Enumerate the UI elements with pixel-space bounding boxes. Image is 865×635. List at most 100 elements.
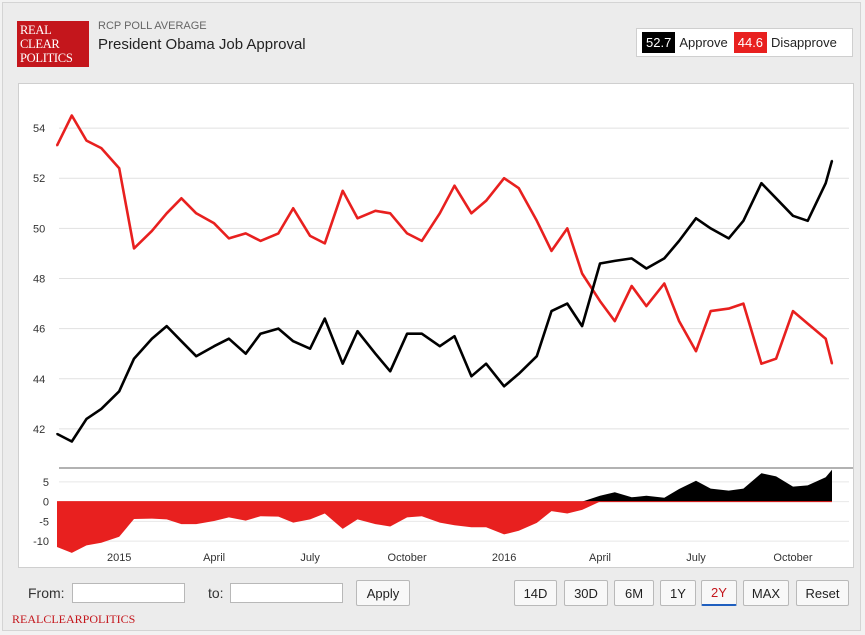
disapprove-point [599, 300, 601, 302]
logo-line-3: POLITICS [20, 51, 73, 65]
approve-point [775, 197, 777, 200]
y-tick-label: 48 [33, 274, 45, 286]
disapprove-point [485, 199, 487, 202]
range-2y-button[interactable]: 2Y [701, 580, 737, 606]
disapprove-point [292, 207, 295, 210]
approve-point [517, 372, 520, 375]
approve-point [228, 337, 230, 340]
spread-positive-area [57, 469, 832, 502]
spread-y-tick-label: -5 [39, 516, 49, 528]
disapprove-point [517, 187, 520, 190]
approve-point [277, 327, 280, 330]
logo-line-2: CLEAR [20, 37, 60, 51]
range-max-button[interactable]: MAX [743, 580, 789, 606]
disapprove-point [85, 139, 88, 142]
approve-point [165, 325, 168, 327]
y-tick-label: 54 [33, 123, 45, 135]
disapprove-point [550, 250, 553, 252]
approve-point [630, 257, 633, 260]
approve-point [213, 345, 216, 348]
approve-point [485, 362, 487, 365]
disapprove-point [277, 232, 280, 235]
disapprove-point [259, 240, 262, 242]
chart-title: President Obama Job Approval [98, 36, 306, 53]
footer-logo: REALCLEARPOLITICS [12, 612, 136, 626]
approve-point [244, 352, 247, 355]
disapprove-point [389, 212, 392, 215]
disapprove-point [323, 242, 326, 245]
disapprove-point [760, 362, 763, 365]
disapprove-point [792, 310, 794, 312]
range-1y-button[interactable]: 1Y [660, 580, 696, 606]
rcp-logo: REAL CLEAR POLITICS [17, 21, 89, 67]
disapprove-point [406, 232, 408, 235]
approve-point [323, 317, 326, 320]
range-6m-button[interactable]: 6M [614, 580, 654, 606]
range-14d-button[interactable]: 14D [514, 580, 557, 606]
x-tick-label: 2015 [107, 552, 131, 564]
approve-point [56, 433, 58, 435]
from-date-input[interactable] [72, 583, 185, 603]
approve-point [709, 227, 712, 230]
approve-point [760, 182, 763, 185]
disapprove-point [453, 184, 456, 187]
disapprove-point [133, 247, 135, 250]
disapprove-point [566, 227, 569, 230]
approve-point [406, 332, 408, 335]
y-tick-label: 44 [33, 374, 45, 386]
approve-point [566, 302, 569, 305]
approve-point [438, 345, 441, 348]
y-tick-label: 50 [33, 223, 45, 235]
approve-label: Approve [679, 35, 728, 50]
spread-y-tick-label: 0 [43, 497, 49, 509]
disapprove-point [727, 307, 730, 310]
approve-point [831, 159, 833, 162]
approve-point [535, 355, 538, 358]
approve-point [100, 408, 103, 410]
disapprove-value-badge: 44.6 [733, 32, 768, 53]
reset-button[interactable]: Reset [796, 580, 849, 606]
disapprove-point [165, 212, 168, 215]
approve-value-badge: 52.7 [642, 32, 676, 53]
disapprove-point [695, 350, 697, 353]
approve-point [742, 219, 745, 222]
approve-point [695, 217, 697, 220]
approve-point [470, 375, 473, 378]
controls-bar: From: to: Apply 14D 30D 6M 1Y 2Y MAX Res… [18, 576, 854, 612]
range-30d-button[interactable]: 30D [564, 580, 608, 606]
disapprove-point [118, 167, 121, 170]
disapprove-point [180, 197, 183, 200]
x-tick-label: April [203, 552, 225, 564]
disapprove-point [709, 310, 712, 312]
approve-point [341, 362, 344, 365]
x-tick-label: July [300, 552, 320, 564]
approve-point [309, 347, 311, 350]
disapprove-point [831, 362, 833, 365]
disapprove-point [645, 305, 648, 307]
approve-point [550, 310, 553, 312]
approve-point [133, 357, 135, 360]
approve-point [503, 385, 505, 388]
disapprove-point [581, 272, 583, 275]
disapprove-line [56, 160, 834, 443]
approve-point [195, 355, 198, 358]
from-label: From: [28, 585, 65, 601]
to-date-input[interactable] [230, 583, 343, 603]
disapprove-point [213, 222, 216, 225]
approve-point [663, 257, 666, 260]
approve-point [151, 337, 153, 340]
disapprove-point [244, 232, 247, 235]
disapprove-point [503, 177, 505, 180]
x-tick-label: 2016 [492, 552, 516, 564]
disapprove-point [438, 212, 441, 215]
approve-point [292, 340, 295, 343]
disapprove-point [535, 219, 538, 222]
y-tick-label: 42 [33, 424, 45, 436]
approve-point [645, 267, 648, 270]
approve-point [613, 260, 616, 262]
disapprove-point [630, 285, 633, 287]
apply-button[interactable]: Apply [356, 580, 410, 606]
x-tick-label: July [686, 552, 706, 564]
approve-point [420, 332, 423, 335]
